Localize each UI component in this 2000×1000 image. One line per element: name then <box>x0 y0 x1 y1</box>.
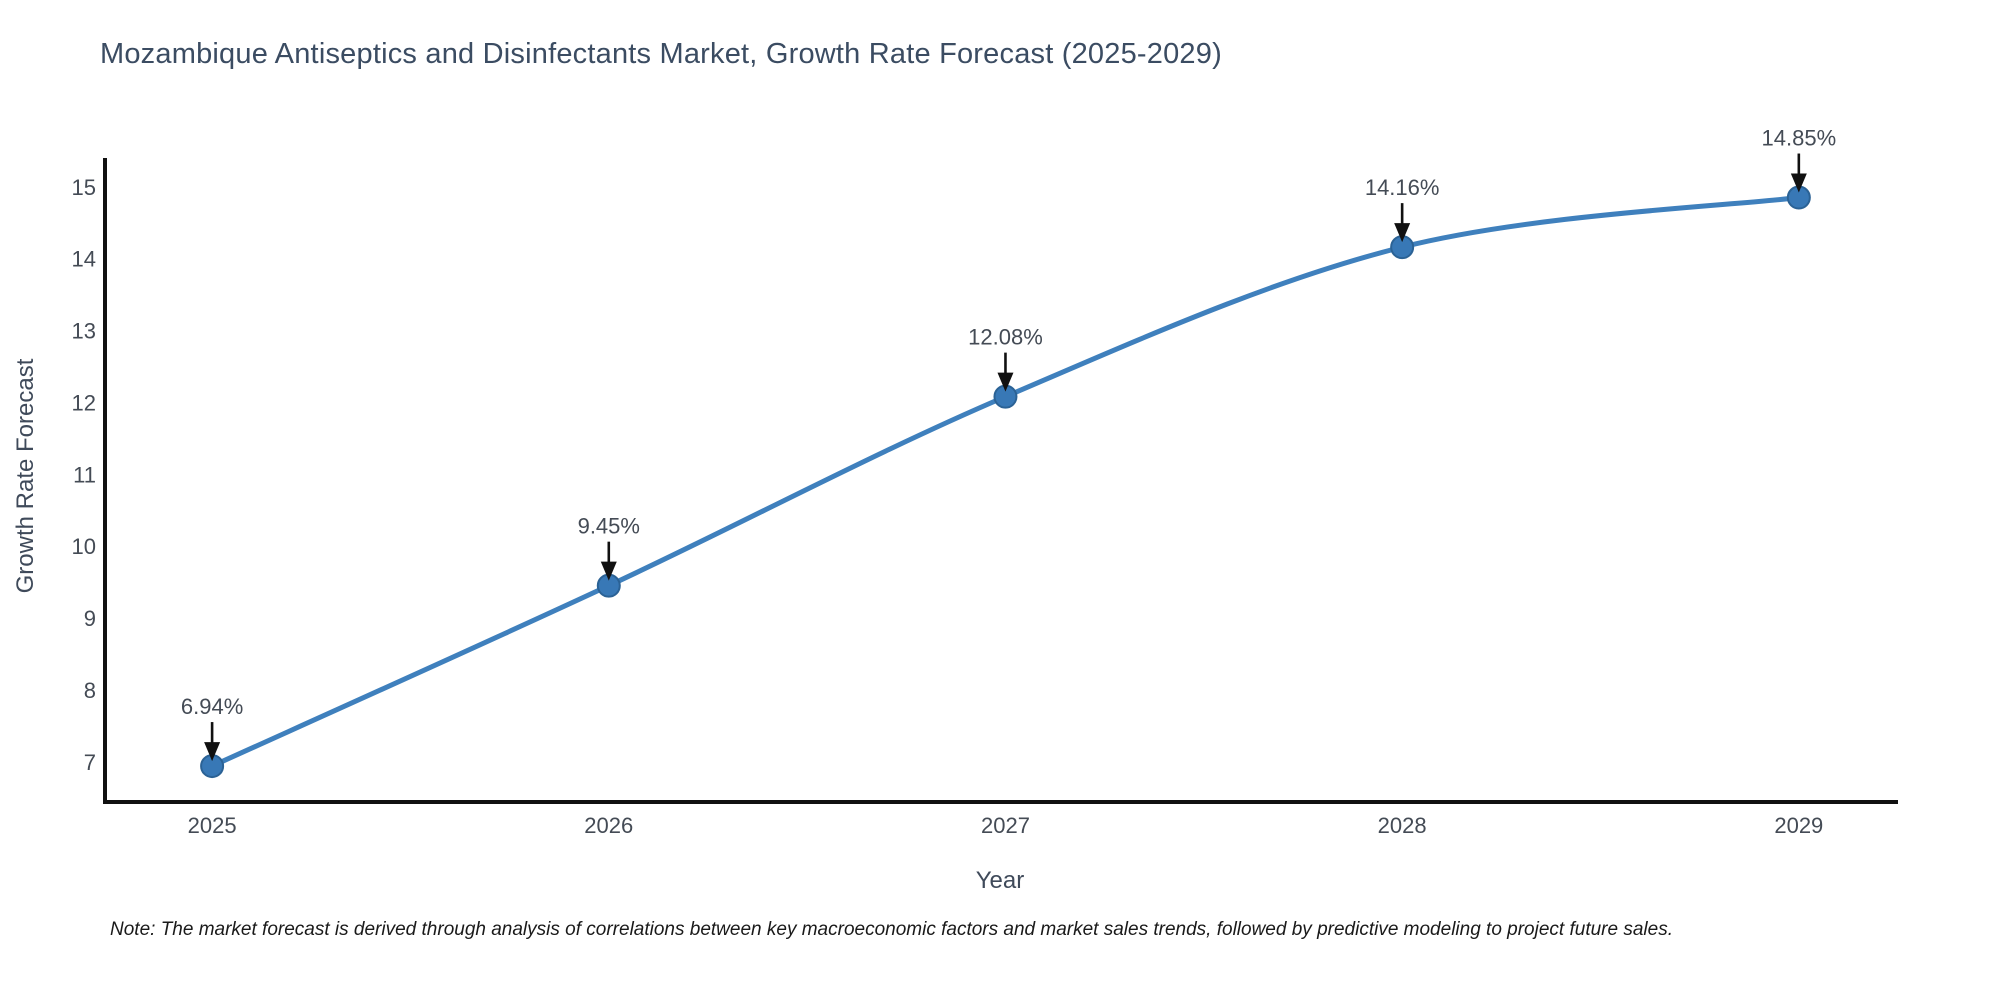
x-tick-label: 2028 <box>1378 813 1427 838</box>
y-tick-label: 15 <box>72 175 96 200</box>
annotation-arrow-head <box>997 372 1014 392</box>
footnote: Note: The market forecast is derived thr… <box>110 919 1673 940</box>
y-axis-title: Growth Rate Forecast <box>12 358 39 594</box>
data-point-label: 9.45% <box>578 514 640 539</box>
x-tick-label: 2026 <box>584 813 633 838</box>
y-tick-label: 13 <box>72 319 96 344</box>
annotation-arrow-head <box>1394 223 1411 243</box>
x-tick-label: 2025 <box>188 813 237 838</box>
data-point-label: 6.94% <box>181 694 243 719</box>
y-tick-label: 8 <box>84 678 96 703</box>
annotation-arrow-head <box>600 561 617 581</box>
y-tick-label: 14 <box>72 247 96 272</box>
x-tick-label: 2029 <box>1774 813 1823 838</box>
y-tick-label: 12 <box>72 390 96 415</box>
y-tick-label: 9 <box>84 606 96 631</box>
data-point-label: 14.16% <box>1365 175 1440 200</box>
chart-title: Mozambique Antiseptics and Disinfectants… <box>100 38 1222 70</box>
y-tick-label: 7 <box>84 750 96 775</box>
y-tick-label: 10 <box>72 534 96 559</box>
axis-lines <box>103 158 1898 804</box>
data-point-label: 14.85% <box>1762 126 1837 151</box>
y-tick-label: 11 <box>73 462 96 487</box>
annotation-arrow-head <box>1790 173 1807 193</box>
data-point-label: 12.08% <box>968 325 1043 350</box>
x-tick-label: 2027 <box>981 813 1030 838</box>
annotation-arrow-head <box>204 742 221 762</box>
x-axis-title: Year <box>975 867 1025 894</box>
trend-line <box>209 195 1802 769</box>
